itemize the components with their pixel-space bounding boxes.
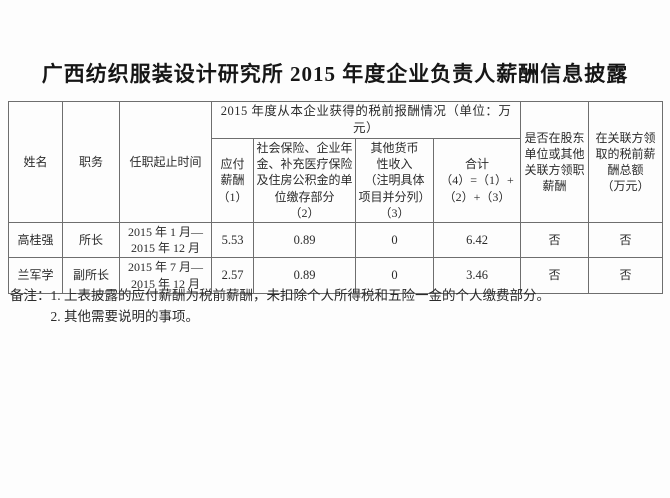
col-header-name: 姓名 xyxy=(8,101,63,223)
cell-social-insurance: 0.89 xyxy=(253,221,356,259)
table-row: 高桂强 所长 2015 年 1 月— 2015 年 12 月 5.53 0.89… xyxy=(8,221,664,259)
cell-other-income: 0 xyxy=(355,257,434,294)
salary-table: 姓名 职务 任职起止时间 2015 年度从本企业获得的税前报酬情况（单位：万元）… xyxy=(8,101,664,294)
note-item: 2. 其他需要说明的事项。 xyxy=(50,308,200,324)
note-item: 1. 上表披露的应付薪酬为税前薪酬，未扣除个人所得税和五险一金的个人缴费部分。 xyxy=(50,288,551,303)
cell-name: 高桂强 xyxy=(8,221,63,259)
notes-items: 1. 上表披露的应付薪酬为税前薪酬，未扣除个人所得税和五险一金的个人缴费部分。 … xyxy=(51,286,551,328)
cell-total: 6.42 xyxy=(432,221,522,259)
cell-payable: 2.57 xyxy=(211,257,254,294)
col-header-related-party-salary: 是否在股东 单位或其他 关联方领职 薪酬 xyxy=(520,101,590,223)
cell-position: 所长 xyxy=(62,221,120,259)
cell-term: 2015 年 7 月— 2015 年 12 月 xyxy=(119,257,212,294)
page-title: 广西纺织服装设计研究所 2015 年度企业负责人薪酬信息披露 xyxy=(41,62,629,86)
cell-social-insurance: 0.89 xyxy=(253,257,356,294)
cell-other-income: 0 xyxy=(355,221,434,259)
col-header-payable: 应付 薪酬 （1） xyxy=(211,138,254,223)
col-header-total: 合计 （4）=（1）+ （2）+（3） xyxy=(432,138,522,223)
notes-section: 备注： 1. 上表披露的应付薪酬为税前薪酬，未扣除个人所得税和五险一金的个人缴费… xyxy=(10,286,660,328)
col-header-related-party-amount: 在关联方领 取的税前薪 酬总额 （万元） xyxy=(588,101,664,223)
notes-label: 备注： xyxy=(10,288,51,303)
cell-related-party-amount: 否 xyxy=(588,221,664,259)
col-header-term: 任职起止时间 xyxy=(119,101,212,223)
cell-related-party-amount: 否 xyxy=(588,257,664,294)
cell-payable: 5.53 xyxy=(211,221,254,259)
cell-name: 兰军学 xyxy=(8,257,63,294)
cell-related-party-salary: 否 xyxy=(520,257,590,294)
cell-term: 2015 年 1 月— 2015 年 12 月 xyxy=(119,221,212,259)
table-header-row-1: 姓名 职务 任职起止时间 2015 年度从本企业获得的税前报酬情况（单位：万元）… xyxy=(8,101,664,223)
col-header-compensation-group: 2015 年度从本企业获得的税前报酬情况（单位：万元） xyxy=(210,101,522,139)
cell-related-party-salary: 否 xyxy=(520,221,590,259)
col-header-other-income: 其他货币 性收入 （注明具体 项目并分列） （3） xyxy=(355,138,434,223)
table-row: 兰军学 副所长 2015 年 7 月— 2015 年 12 月 2.57 0.8… xyxy=(8,257,664,294)
col-header-social-insurance: 社会保险、企业年 金、补充医疗保险 及住房公积金的单 位缴存部分 （2） xyxy=(253,138,356,223)
col-header-position: 职务 xyxy=(62,101,120,223)
cell-total: 3.46 xyxy=(432,257,522,294)
